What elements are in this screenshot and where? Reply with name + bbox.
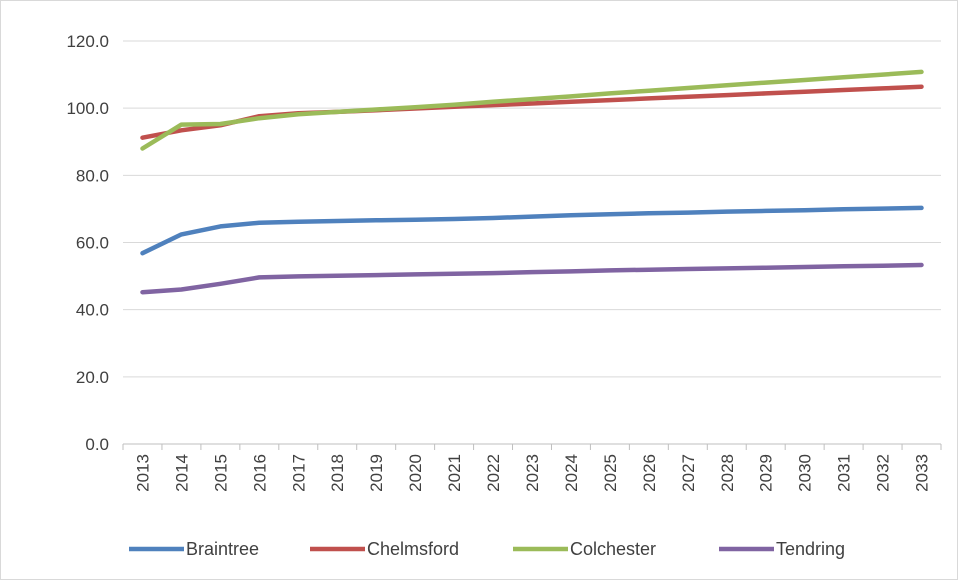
x-tick-label: 2032 bbox=[874, 454, 893, 492]
y-tick-label: 80.0 bbox=[76, 166, 109, 185]
series-lines bbox=[140, 69, 924, 295]
x-tick-label: 2018 bbox=[328, 454, 347, 492]
series-line-tendring bbox=[140, 262, 924, 295]
legend: Braintree Chelmsford Colchester Tendring bbox=[129, 539, 845, 559]
legend-label: Tendring bbox=[776, 539, 845, 559]
x-tick-label: 2030 bbox=[796, 454, 815, 492]
x-tick-label: 2015 bbox=[211, 454, 230, 492]
x-tick-label: 2020 bbox=[406, 454, 425, 492]
y-tick-label: 20.0 bbox=[76, 368, 109, 387]
x-tick-label: 2021 bbox=[445, 454, 464, 492]
x-tick-label: 2022 bbox=[484, 454, 503, 492]
x-tick-label: 2016 bbox=[250, 454, 269, 492]
x-tick-label: 2013 bbox=[133, 454, 152, 492]
series-line-chelmsford bbox=[140, 84, 924, 140]
y-tick-label: 60.0 bbox=[76, 234, 109, 253]
y-tick-label: 100.0 bbox=[66, 99, 109, 118]
x-tick-label: 2017 bbox=[289, 454, 308, 492]
x-tick-label: 2028 bbox=[718, 454, 737, 492]
x-tick-label: 2033 bbox=[913, 454, 932, 492]
y-tick-label: 40.0 bbox=[76, 301, 109, 320]
x-tick-label: 2027 bbox=[679, 454, 698, 492]
x-tick-label: 2019 bbox=[367, 454, 386, 492]
y-axis-ticks: 0.0 20.0 40.0 60.0 80.0 100.0 120.0 bbox=[66, 32, 109, 454]
legend-label: Colchester bbox=[570, 539, 656, 559]
x-tick-label: 2014 bbox=[172, 454, 191, 492]
legend-label: Braintree bbox=[186, 539, 259, 559]
gridlines bbox=[123, 40, 941, 378]
y-tick-label: 0.0 bbox=[85, 435, 109, 454]
x-axis bbox=[122, 443, 942, 450]
x-tick-label: 2023 bbox=[523, 454, 542, 492]
series-line-braintree bbox=[140, 205, 924, 256]
x-tick-label: 2024 bbox=[562, 454, 581, 492]
x-tick-label: 2031 bbox=[835, 454, 854, 492]
legend-label: Chelmsford bbox=[367, 539, 459, 559]
series-line-colchester bbox=[140, 69, 924, 151]
x-tick-label: 2026 bbox=[640, 454, 659, 492]
x-axis-ticks: 2013 2014 2015 2016 2017 2018 2019 2020 2021 2022… bbox=[133, 454, 931, 492]
y-tick-label: 120.0 bbox=[66, 32, 109, 51]
x-tick-label: 2029 bbox=[757, 454, 776, 492]
x-tick-label: 2025 bbox=[601, 454, 620, 492]
